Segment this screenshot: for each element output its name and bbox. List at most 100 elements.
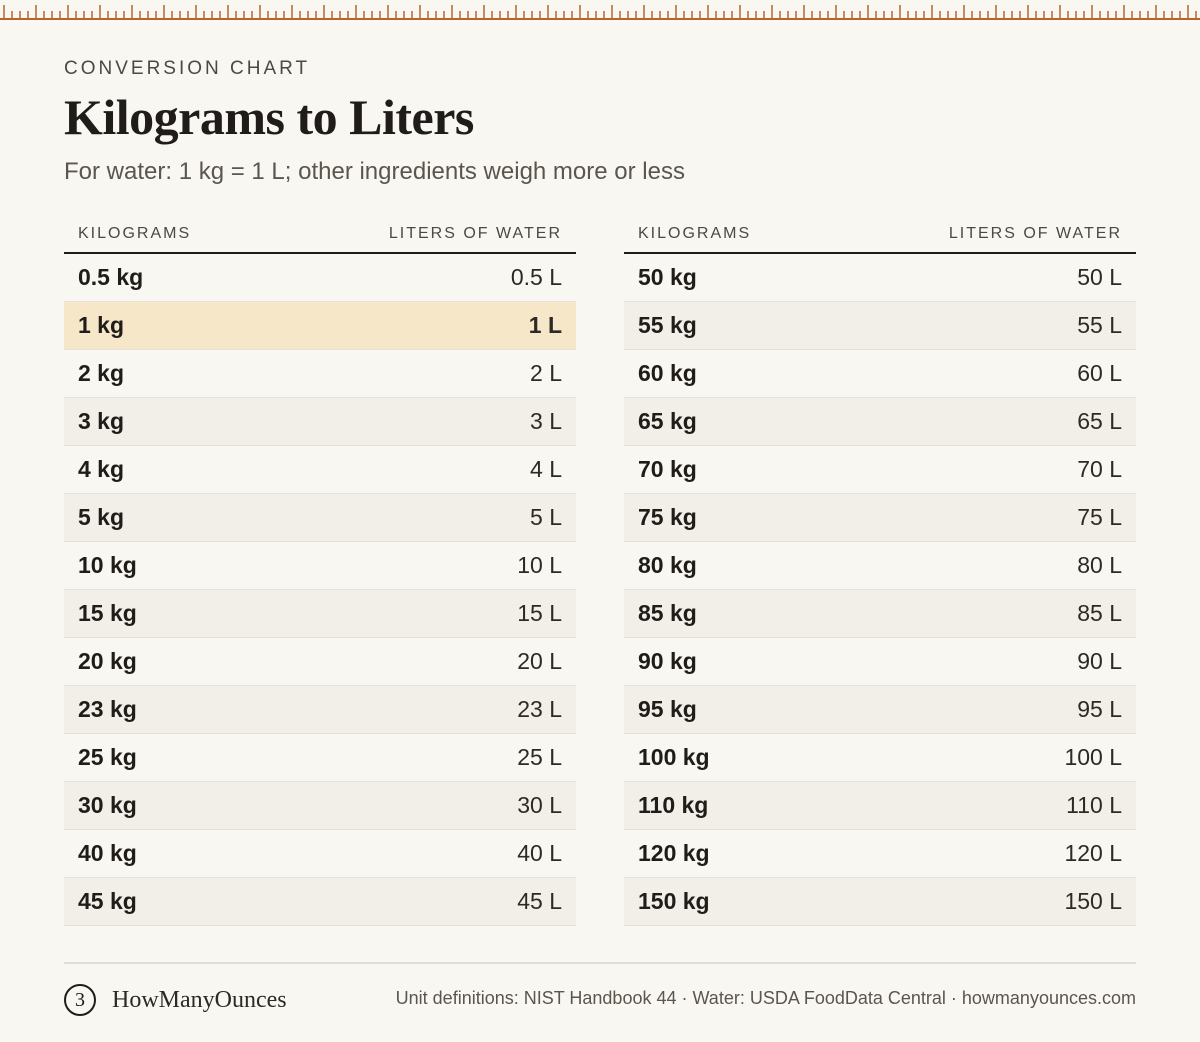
liters-cell: 25 L: [517, 744, 562, 770]
kilograms-cell: 50 kg: [638, 264, 697, 290]
footer-divider: [64, 962, 1136, 964]
page-subtitle: For water: 1 kg = 1 L; other ingredients…: [64, 158, 685, 185]
table-header: KILOGRAMS LITERS OF WATER: [624, 216, 1136, 254]
table-row: 10 kg 10 L: [64, 542, 576, 590]
source-credits: Unit definitions: NIST Handbook 44 · Wat…: [395, 988, 1136, 1008]
table-row: 150 kg 150 L: [624, 878, 1136, 926]
conversion-table-left: KILOGRAMS LITERS OF WATER 0.5 kg 0.5 L 1 k…: [64, 216, 576, 926]
table-row: 85 kg 85 L: [624, 590, 1136, 638]
liters-cell: 90 L: [1077, 648, 1122, 674]
column-header-kilograms: KILOGRAMS: [78, 225, 192, 242]
table-row: 80 kg 80 L: [624, 542, 1136, 590]
kilograms-cell: 10 kg: [78, 552, 137, 578]
liters-cell: 3 L: [530, 408, 562, 434]
table-row: 70 kg 70 L: [624, 446, 1136, 494]
table-row: 25 kg 25 L: [64, 734, 576, 782]
column-header-liters: LITERS OF WATER: [388, 225, 562, 242]
kilograms-cell: 15 kg: [78, 600, 137, 626]
column-header-liters: LITERS OF WATER: [948, 225, 1122, 242]
kilograms-cell: 20 kg: [78, 648, 137, 674]
kilograms-cell: 25 kg: [78, 744, 137, 770]
liters-cell: 4 L: [530, 456, 562, 482]
liters-cell: 110 L: [1066, 792, 1122, 818]
kilograms-cell: 45 kg: [78, 888, 137, 914]
liters-cell: 100 L: [1064, 744, 1122, 770]
eyebrow-label: CONVERSION CHART: [64, 58, 311, 79]
ruler-decoration: [0, 0, 1200, 24]
kilograms-cell: 5 kg: [78, 504, 125, 530]
table-row: 1 kg 1 L: [64, 302, 576, 350]
kilograms-cell: 100 kg: [638, 744, 710, 770]
liters-cell: 95 L: [1077, 696, 1122, 722]
table-row: 3 kg 3 L: [64, 398, 576, 446]
table-body: 50 kg 50 L 55 kg 55 L 60 kg 60 L 65 kg 65 L 70 k…: [624, 254, 1136, 926]
liters-cell: 85 L: [1077, 600, 1122, 626]
liters-cell: 80 L: [1077, 552, 1122, 578]
liters-cell: 70 L: [1077, 456, 1122, 482]
kilograms-cell: 150 kg: [638, 888, 710, 914]
table-row: 50 kg 50 L: [624, 254, 1136, 302]
table-body: 0.5 kg 0.5 L 1 kg 1 L 2 kg 2 L 3 kg 3 L 4 kg 4 L 5…: [64, 254, 576, 926]
liters-cell: 0.5 L: [510, 264, 562, 290]
logo-icon: 3: [64, 984, 96, 1016]
table-row: 40 kg 40 L: [64, 830, 576, 878]
liters-cell: 1 L: [528, 312, 562, 338]
kilograms-cell: 90 kg: [638, 648, 697, 674]
table-row: 0.5 kg 0.5 L: [64, 254, 576, 302]
kilograms-cell: 40 kg: [78, 840, 137, 866]
page-title: Kilograms to Liters: [64, 89, 474, 145]
liters-cell: 60 L: [1077, 360, 1122, 386]
kilograms-cell: 2 kg: [78, 360, 125, 386]
liters-cell: 50 L: [1077, 264, 1122, 290]
brand-logo[interactable]: 3 HowManyOunces: [64, 984, 287, 1016]
table-header: KILOGRAMS LITERS OF WATER: [64, 216, 576, 254]
liters-cell: 120 L: [1064, 840, 1122, 866]
table-row: 20 kg 20 L: [64, 638, 576, 686]
conversion-table-right: KILOGRAMS LITERS OF WATER 50 kg 50 L 55 kg…: [624, 216, 1136, 926]
table-row: 23 kg 23 L: [64, 686, 576, 734]
kilograms-cell: 75 kg: [638, 504, 697, 530]
liters-cell: 2 L: [530, 360, 562, 386]
table-row: 60 kg 60 L: [624, 350, 1136, 398]
kilograms-cell: 30 kg: [78, 792, 137, 818]
liters-cell: 10 L: [517, 552, 562, 578]
table-row: 15 kg 15 L: [64, 590, 576, 638]
kilograms-cell: 0.5 kg: [78, 264, 144, 290]
liters-cell: 55 L: [1077, 312, 1122, 338]
table-row: 95 kg 95 L: [624, 686, 1136, 734]
liters-cell: 20 L: [517, 648, 562, 674]
liters-cell: 15 L: [517, 600, 562, 626]
kilograms-cell: 55 kg: [638, 312, 697, 338]
table-row: 55 kg 55 L: [624, 302, 1136, 350]
liters-cell: 30 L: [517, 792, 562, 818]
kilograms-cell: 23 kg: [78, 696, 137, 722]
brand-name: HowManyOunces: [112, 986, 287, 1013]
kilograms-cell: 65 kg: [638, 408, 697, 434]
table-row: 2 kg 2 L: [64, 350, 576, 398]
liters-cell: 75 L: [1077, 504, 1122, 530]
table-row: 90 kg 90 L: [624, 638, 1136, 686]
kilograms-cell: 1 kg: [78, 312, 125, 338]
table-row: 30 kg 30 L: [64, 782, 576, 830]
column-header-kilograms: KILOGRAMS: [638, 225, 752, 242]
table-row: 120 kg 120 L: [624, 830, 1136, 878]
liters-cell: 40 L: [517, 840, 562, 866]
table-row: 110 kg 110 L: [624, 782, 1136, 830]
table-row: 65 kg 65 L: [624, 398, 1136, 446]
kilograms-cell: 3 kg: [78, 408, 125, 434]
table-row: 100 kg 100 L: [624, 734, 1136, 782]
table-row: 5 kg 5 L: [64, 494, 576, 542]
kilograms-cell: 120 kg: [638, 840, 710, 866]
liters-cell: 45 L: [517, 888, 562, 914]
liters-cell: 5 L: [530, 504, 562, 530]
liters-cell: 150 L: [1064, 888, 1122, 914]
table-row: 4 kg 4 L: [64, 446, 576, 494]
kilograms-cell: 4 kg: [78, 456, 125, 482]
table-row: 45 kg 45 L: [64, 878, 576, 926]
liters-cell: 65 L: [1077, 408, 1122, 434]
kilograms-cell: 85 kg: [638, 600, 697, 626]
table-row: 75 kg 75 L: [624, 494, 1136, 542]
liters-cell: 23 L: [517, 696, 562, 722]
kilograms-cell: 95 kg: [638, 696, 697, 722]
kilograms-cell: 80 kg: [638, 552, 697, 578]
